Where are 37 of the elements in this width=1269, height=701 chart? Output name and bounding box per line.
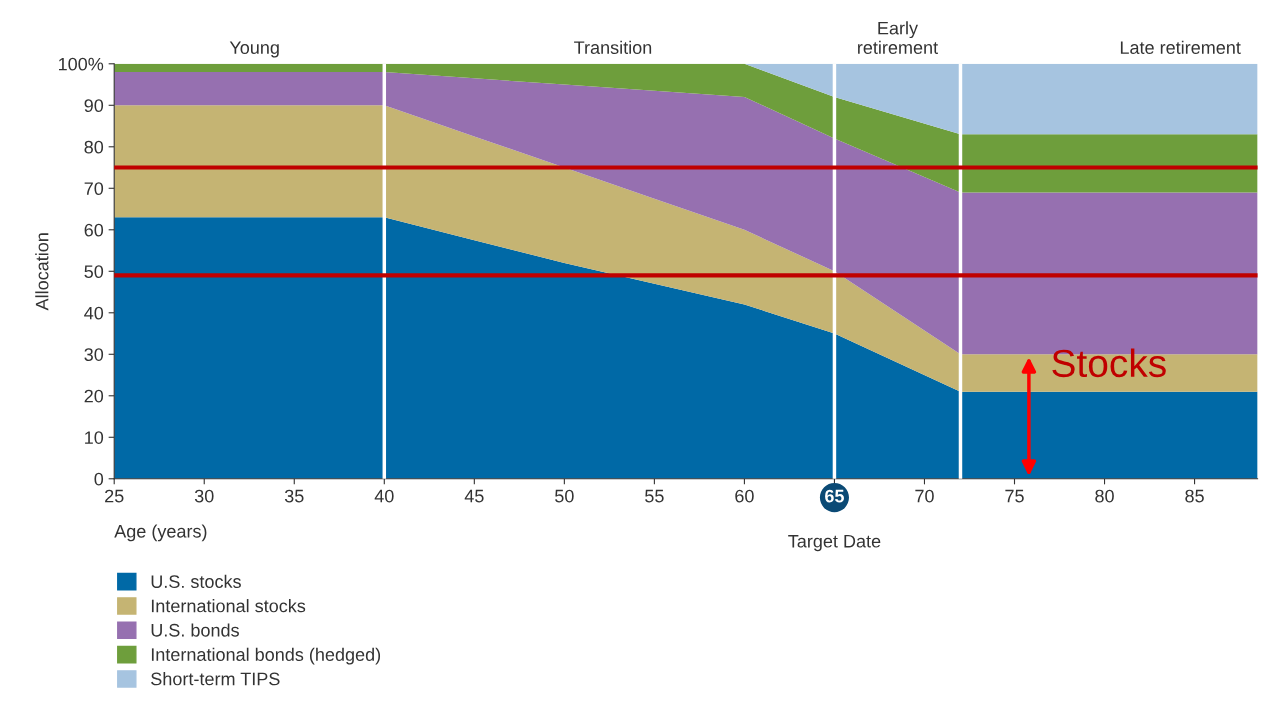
- x-tick-label: 45: [464, 489, 484, 503]
- legend-label: U.S. bonds: [151, 623, 239, 637]
- y-tick-label: 70: [84, 182, 104, 196]
- y-tick-label: 50: [84, 265, 104, 279]
- y-axis-title: Allocation: [35, 233, 49, 311]
- x-tick-label: 25: [105, 489, 124, 503]
- x-tick-label: 55: [645, 489, 664, 503]
- text: Early retirement: [858, 21, 938, 54]
- y-tick-label: 90: [84, 99, 104, 113]
- y-tick-label: 80: [84, 140, 104, 154]
- y-tick-label: 60: [84, 223, 104, 237]
- y-tick-label: 10: [85, 431, 104, 444]
- x-tick-label: 80: [1095, 489, 1114, 503]
- legend-label: International bonds (hedged): [151, 647, 381, 665]
- x-tick-label: 75: [1005, 489, 1024, 503]
- x-tick-label: 85: [1185, 489, 1204, 503]
- annotation: Stocks: [1052, 348, 1166, 378]
- x-tick-label: 60: [735, 489, 754, 503]
- text: Target Date: [788, 535, 881, 552]
- y-tick-label: 30: [84, 348, 104, 362]
- legend-label: Short-term TIPS: [151, 672, 280, 686]
- x-tick-label: 40: [374, 489, 394, 503]
- x-tick-label: 35: [284, 489, 304, 503]
- x-axis-title: Age (years): [114, 524, 207, 542]
- text: Young: [229, 41, 279, 58]
- x-tick-label: 65: [825, 489, 844, 503]
- text: Transition: [574, 40, 652, 54]
- x-tick-label: 30: [194, 489, 214, 503]
- legend-label: U.S. stocks: [151, 574, 241, 588]
- y-tick-label: 0: [94, 472, 104, 486]
- y-tick-label: 20: [84, 389, 104, 403]
- x-tick-label: 50: [555, 489, 574, 503]
- y-tick-label: 40: [84, 306, 104, 320]
- text: Late retirement: [1120, 40, 1241, 54]
- legend-label: International stocks: [151, 599, 306, 613]
- y-tick-label: 100%: [58, 57, 104, 71]
- x-tick-label: 70: [915, 489, 934, 503]
